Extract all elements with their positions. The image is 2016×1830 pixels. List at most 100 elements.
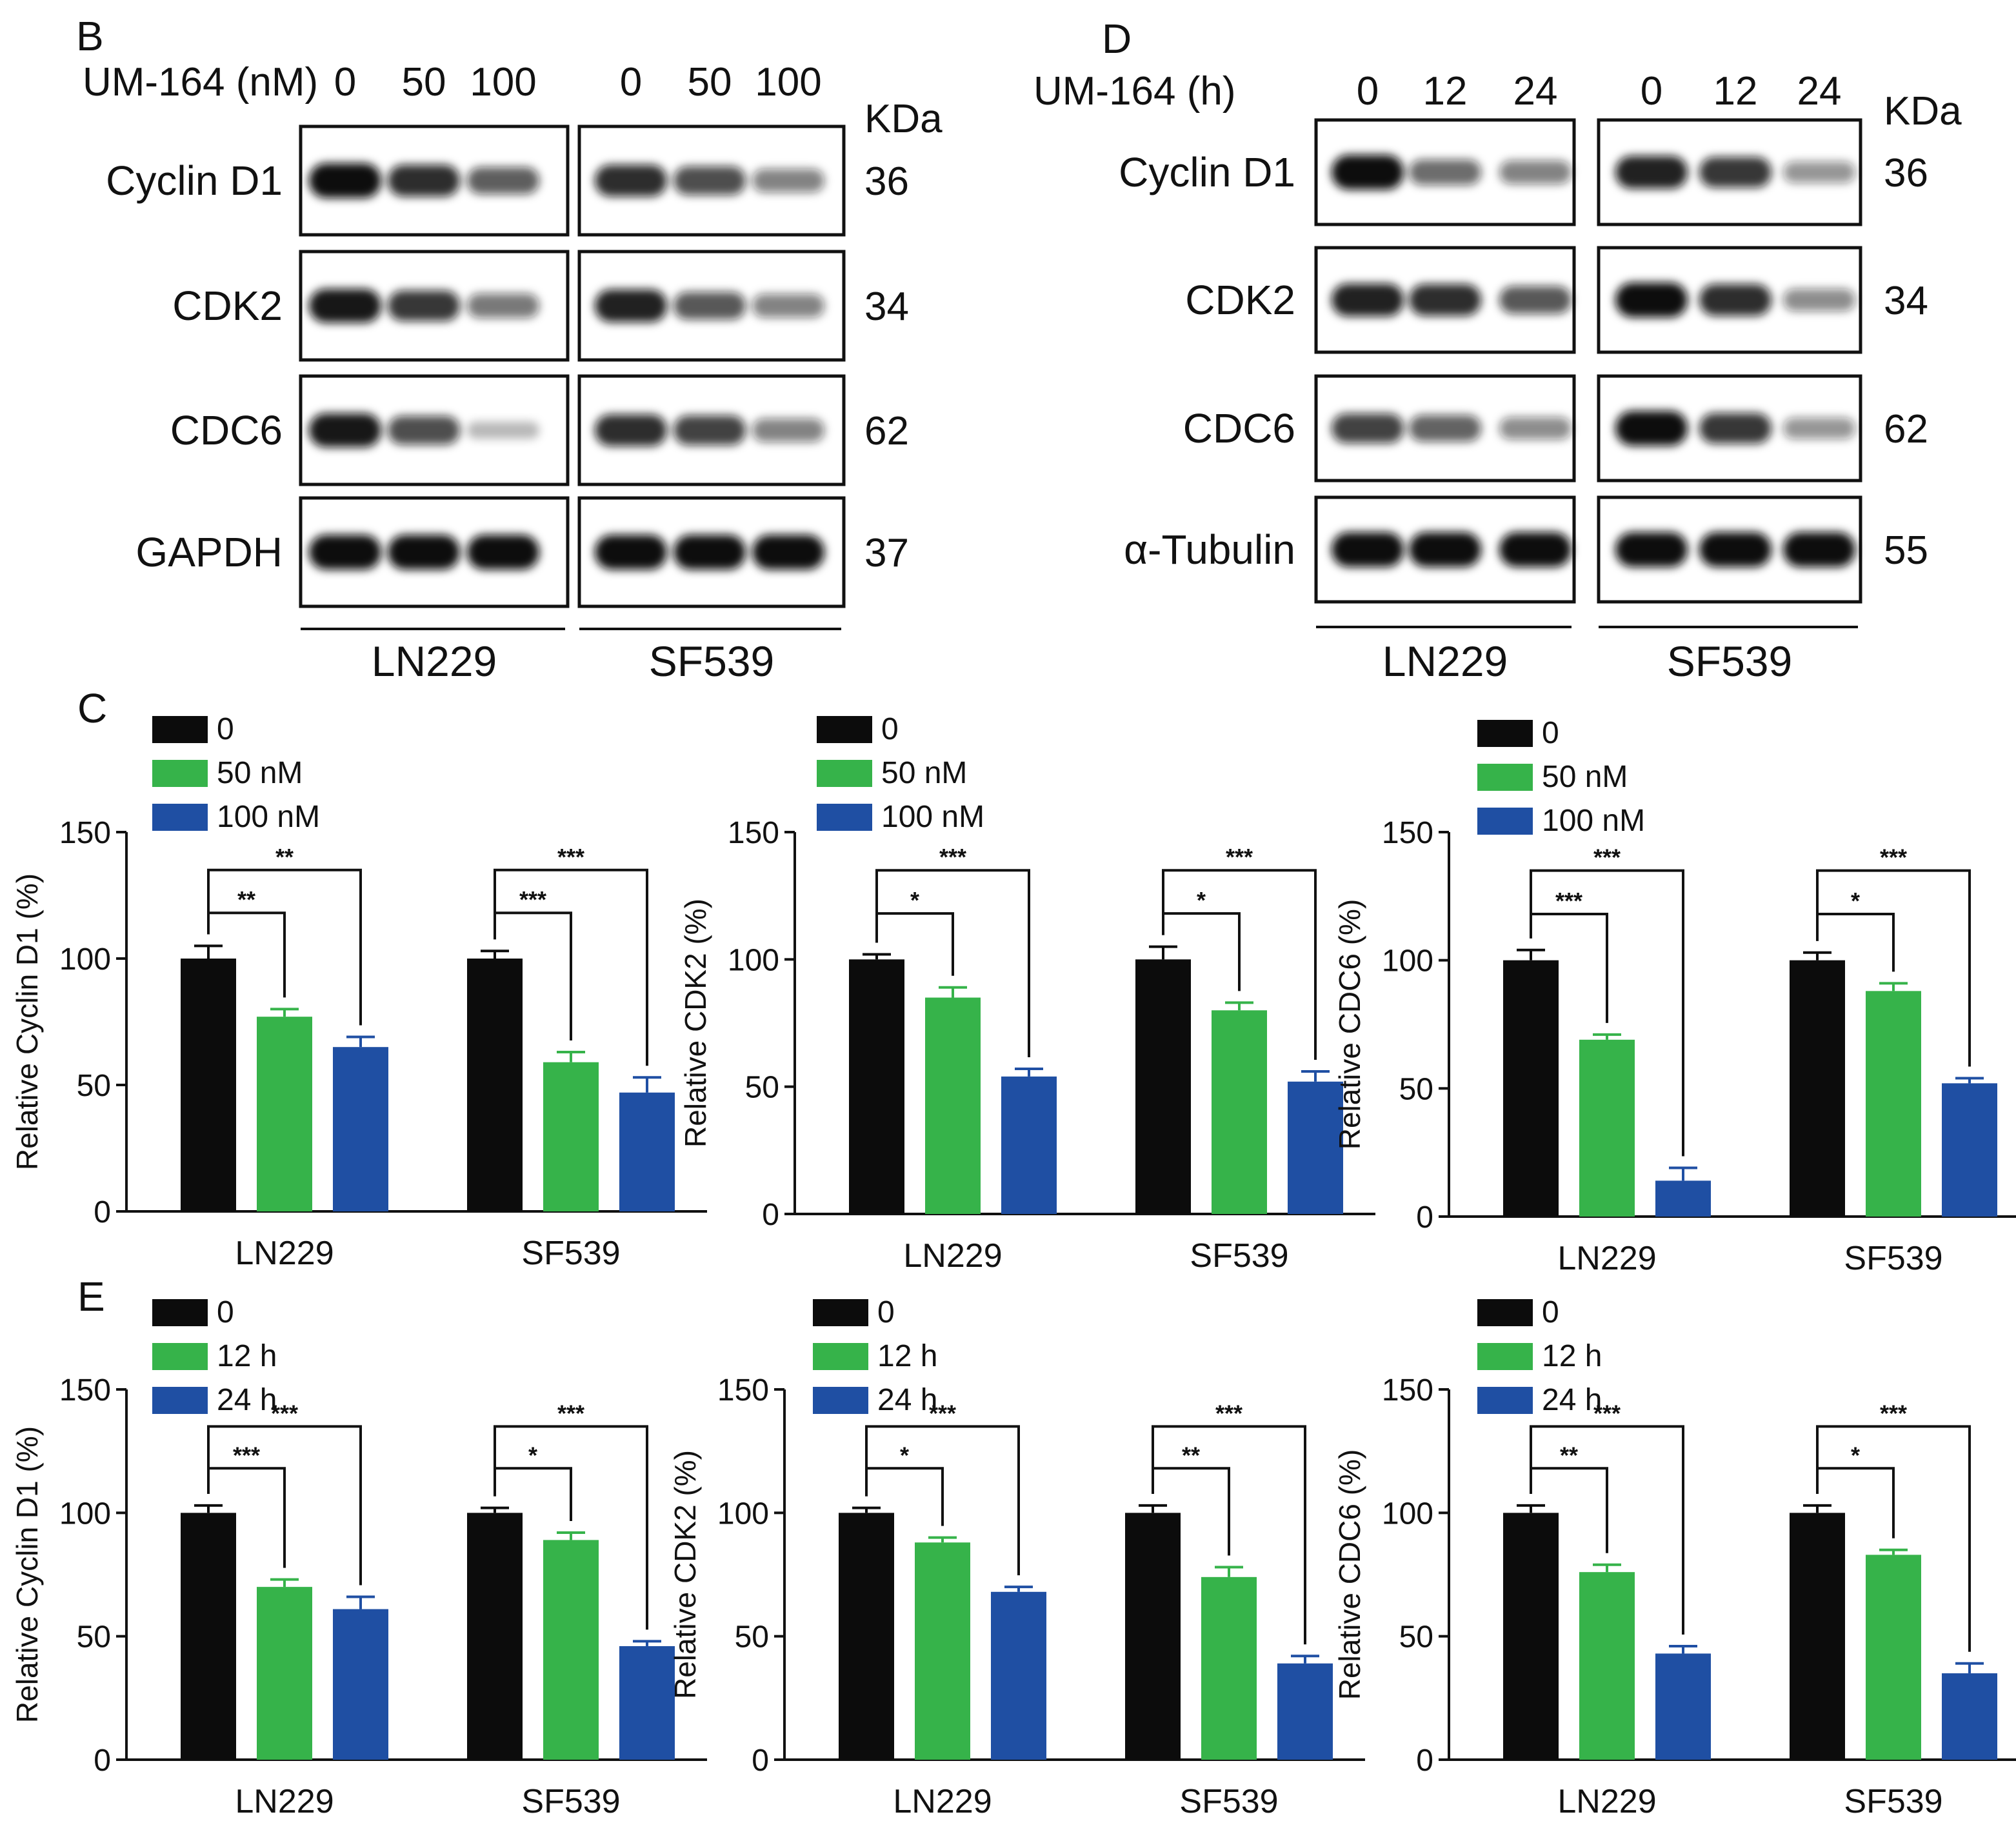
y-axis-label: Relative Cyclin D1 (%) bbox=[10, 1426, 44, 1723]
legend-label: 0 bbox=[881, 712, 899, 746]
significance-bracket bbox=[875, 869, 1030, 1058]
blot-band bbox=[309, 163, 381, 198]
blot-lane-label: 0 bbox=[1641, 69, 1662, 114]
significance-label: *** bbox=[929, 1400, 956, 1426]
legend-label: 100 nM bbox=[217, 800, 320, 834]
y-tick-label: 0 bbox=[1416, 1744, 1433, 1778]
blot-kda-value: 62 bbox=[1884, 407, 1928, 452]
blot-band bbox=[674, 166, 746, 195]
blot-band bbox=[1499, 417, 1572, 440]
blot-band bbox=[1699, 284, 1771, 316]
legend-label: 0 bbox=[1542, 1295, 1559, 1329]
significance-label: *** bbox=[1880, 844, 1907, 871]
blot-band bbox=[1332, 283, 1404, 317]
blot-band bbox=[674, 535, 746, 570]
bar-chart-4: 0 12 h 24 h 0 50 100 150 Relative Cyclin D1 (%)… bbox=[10, 1295, 707, 1820]
significance-label: ** bbox=[275, 844, 294, 870]
blot-band bbox=[595, 535, 667, 570]
blot-kda-value: 62 bbox=[864, 409, 909, 453]
legend-swatch bbox=[813, 1387, 868, 1414]
panel-letter-d: D bbox=[1102, 15, 1132, 62]
y-tick-label: 0 bbox=[752, 1744, 769, 1778]
y-axis-label: Relative CDK2 (%) bbox=[679, 899, 712, 1148]
legend-label: 50 nM bbox=[217, 756, 303, 790]
blot-band bbox=[1615, 411, 1688, 446]
blot-lane-label: 100 bbox=[470, 60, 536, 104]
bar bbox=[1135, 959, 1191, 1214]
legend-swatch bbox=[813, 1343, 868, 1370]
bar bbox=[333, 1047, 388, 1211]
blot-band bbox=[674, 292, 746, 320]
blot-band bbox=[309, 288, 381, 323]
y-tick-label: 50 bbox=[77, 1069, 111, 1103]
legend-swatch bbox=[813, 1299, 868, 1326]
blot-band bbox=[1409, 284, 1481, 316]
legend-label: 24 h bbox=[1542, 1383, 1602, 1417]
bar bbox=[543, 1540, 599, 1760]
y-axis-label: Relative CDK2 (%) bbox=[668, 1450, 702, 1699]
significance-label: *** bbox=[1555, 888, 1582, 914]
bar bbox=[1288, 1081, 1343, 1214]
y-tick-label: 100 bbox=[59, 1497, 111, 1531]
y-tick-label: 150 bbox=[717, 1373, 769, 1407]
bar bbox=[1503, 1513, 1559, 1760]
blot-band bbox=[752, 418, 824, 443]
blot-kda-header: KDa bbox=[864, 97, 943, 141]
significance-bracket bbox=[865, 1425, 1020, 1576]
blot-band bbox=[388, 164, 460, 197]
blot-panel-d: UM-164 (h) 0 12 24 0 12 24 KDa Cyclin D1 36 CDK2 34… bbox=[1033, 69, 1962, 685]
blot-protein-label: CDK2 bbox=[1185, 277, 1295, 323]
bar bbox=[181, 1513, 236, 1760]
y-tick-label: 50 bbox=[77, 1620, 111, 1655]
blot-kda-value: 36 bbox=[864, 159, 909, 204]
legend-label: 0 bbox=[1542, 716, 1559, 750]
legend-swatch bbox=[1477, 764, 1533, 791]
blot-protein-label: CDC6 bbox=[1183, 405, 1295, 452]
blot-band bbox=[752, 293, 824, 318]
legend-label: 50 nM bbox=[1542, 760, 1628, 794]
significance-label: *** bbox=[1880, 1400, 1907, 1426]
bar bbox=[1942, 1673, 1997, 1760]
blot-protein-label: CDC6 bbox=[170, 407, 283, 453]
significance-label: *** bbox=[233, 1442, 260, 1468]
bar bbox=[915, 1542, 970, 1760]
x-tick-label: LN229 bbox=[1557, 1240, 1656, 1277]
legend-label: 0 bbox=[217, 1295, 234, 1329]
x-tick-label: LN229 bbox=[893, 1783, 992, 1820]
x-tick-label: SF539 bbox=[521, 1235, 620, 1272]
blot-band bbox=[1409, 159, 1481, 185]
legend-label: 50 nM bbox=[881, 756, 967, 790]
legend-label: 24 h bbox=[877, 1383, 937, 1417]
legend-swatch bbox=[152, 1387, 208, 1414]
blot-band bbox=[595, 289, 667, 323]
blot-treatment-label: UM-164 (h) bbox=[1033, 69, 1236, 114]
blot-band bbox=[1332, 532, 1404, 567]
significance-label: * bbox=[1197, 887, 1206, 913]
legend-swatch bbox=[1477, 1387, 1533, 1414]
blot-kda-value: 36 bbox=[1884, 151, 1928, 195]
y-tick-label: 0 bbox=[94, 1744, 111, 1778]
blot-lane-label: 24 bbox=[1797, 69, 1842, 114]
y-tick-label: 100 bbox=[1382, 1497, 1433, 1531]
bar bbox=[849, 959, 904, 1214]
y-axis-label: Relative Cyclin D1 (%) bbox=[10, 873, 44, 1170]
legend-swatch bbox=[152, 1299, 208, 1326]
blot-band bbox=[309, 535, 381, 570]
legend-label: 0 bbox=[877, 1295, 895, 1329]
legend-label: 100 nM bbox=[1542, 804, 1645, 838]
blot-band bbox=[1499, 286, 1572, 314]
blot-band bbox=[1615, 155, 1688, 189]
significance-label: *** bbox=[557, 844, 584, 870]
y-tick-label: 150 bbox=[59, 1373, 111, 1407]
significance-label: *** bbox=[1215, 1400, 1243, 1426]
significance-label: * bbox=[900, 1442, 909, 1468]
significance-bracket bbox=[494, 868, 648, 1066]
bar bbox=[333, 1609, 388, 1760]
bar bbox=[257, 1017, 312, 1211]
legend-label: 0 bbox=[217, 712, 234, 746]
x-tick-label: SF539 bbox=[1190, 1237, 1288, 1275]
bar bbox=[1201, 1576, 1257, 1760]
x-tick-label: SF539 bbox=[1844, 1783, 1942, 1820]
blot-band bbox=[467, 421, 539, 439]
